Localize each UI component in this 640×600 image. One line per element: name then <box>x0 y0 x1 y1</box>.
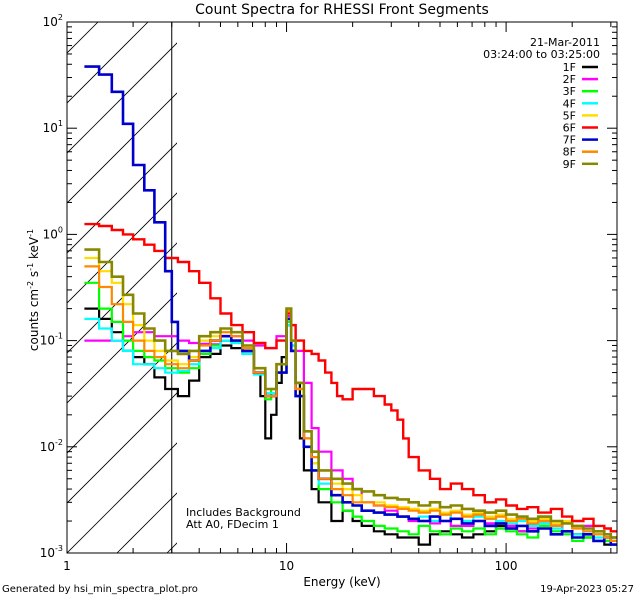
timestamp-label: 19-Apr-2023 05:27 <box>540 584 634 595</box>
hatch-line <box>116 492 177 553</box>
y-tick-label: 101 <box>43 119 63 135</box>
hatch-line <box>67 242 177 354</box>
date-label: 21-Mar-2011 <box>530 36 600 49</box>
background-hatched-region <box>67 0 640 553</box>
legend-label-7F: 7F <box>563 134 576 147</box>
y-tick-label: 100 <box>43 225 63 241</box>
hatch-line <box>517 0 640 553</box>
x-axis-label: Energy (keV) <box>303 575 380 589</box>
series-layer <box>84 65 617 546</box>
y-tick-label: 102 <box>43 13 63 29</box>
hatch-line <box>567 0 640 553</box>
y-axis: 10-3 10-2 10-1 100 101 102 <box>40 13 617 560</box>
hatch-line <box>617 0 640 553</box>
legend-label-4F: 4F <box>563 97 576 110</box>
annotation-attenuator: Att A0, FDecim 1 <box>186 518 279 531</box>
legend-label-6F: 6F <box>563 122 576 135</box>
hatch-line <box>67 342 177 454</box>
y-axis-label-sup1: -2 <box>26 281 35 289</box>
series-7F-line <box>84 65 617 546</box>
time-range-label: 03:24:00 to 03:25:00 <box>483 48 600 61</box>
series-5F-line <box>84 256 617 539</box>
legend-label-8F: 8F <box>563 146 576 159</box>
hatch-line <box>67 92 177 204</box>
chart-title: Count Spectra for RHESSI Front Segments <box>195 2 489 18</box>
hatch-line <box>67 22 149 104</box>
plot-frame <box>66 21 618 554</box>
y-axis-label-main: counts cm <box>27 289 41 351</box>
hatch-line <box>67 22 99 54</box>
legend-label-9F: 9F <box>563 158 576 171</box>
y-axis-label: counts cm-2 s-1 keV-1 <box>26 229 41 351</box>
legend-label-3F: 3F <box>563 85 576 98</box>
series-3F-line <box>84 281 617 546</box>
annotation-background: Includes Background <box>186 506 301 519</box>
hatch-line <box>67 392 177 504</box>
y-axis-label-sup2: -1 <box>26 263 35 271</box>
series-8F-line <box>84 265 617 542</box>
hatch-line <box>67 442 177 553</box>
y-tick-label: 10-3 <box>40 544 63 560</box>
x-tick-label: 1 <box>63 559 71 573</box>
y-axis-label-sup3: -1 <box>26 229 35 237</box>
y-axis-label-kev: keV <box>27 236 41 263</box>
x-tick-label: 10 <box>279 559 294 573</box>
legend-label-2F: 2F <box>563 73 576 86</box>
generated-by-label: Generated by hsi_min_spectra_plot.pro <box>2 584 198 595</box>
y-tick-label: 10-1 <box>40 332 63 348</box>
legend-label-5F: 5F <box>563 109 576 122</box>
hatch-line <box>417 0 640 553</box>
series-6F-line <box>84 222 617 533</box>
hatch-line <box>67 192 177 304</box>
x-tick-label: 100 <box>495 559 518 573</box>
hatch-line <box>67 42 177 154</box>
series-9F-line <box>84 248 617 539</box>
x-axis: 1 10 100 <box>63 22 612 573</box>
hatch-line <box>367 0 640 553</box>
hatch-line <box>317 0 640 553</box>
legend-label-1F: 1F <box>563 61 576 74</box>
y-axis-label-s: s <box>27 271 41 281</box>
hatch-line <box>67 292 177 404</box>
y-tick-label: 10-2 <box>40 438 63 454</box>
